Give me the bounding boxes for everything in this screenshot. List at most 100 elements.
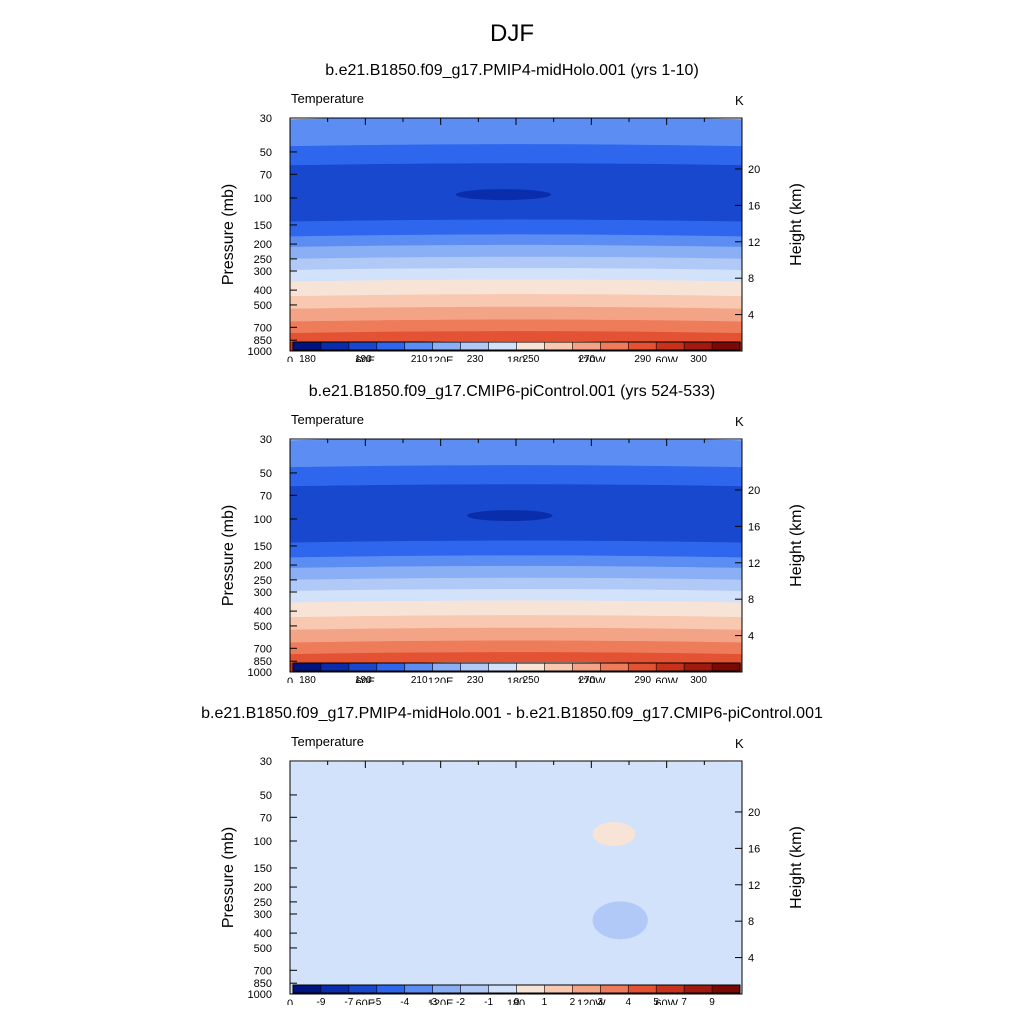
- colorbar-label: 180: [299, 675, 316, 683]
- panel-midholo: b.e21.B1850.f09_g17.PMIP4-midHolo.001 (y…: [0, 62, 1024, 362]
- y-tick-label: 400: [254, 928, 272, 940]
- colorbar-label: 270: [579, 354, 596, 362]
- colorbar-swatch: [348, 342, 378, 350]
- colorbar-swatch: [488, 985, 517, 993]
- colorbar-label: 2: [570, 997, 576, 1005]
- y-tick-label: 300: [254, 587, 272, 599]
- x-tick-label: 60E: [356, 355, 376, 362]
- y2-axis-label: Height (km): [788, 826, 805, 909]
- x-tick-label: 180: [507, 676, 525, 683]
- chart-svg-picontrol: 3050701001502002503004005007008501000Pre…: [220, 434, 805, 683]
- y2-tick-label: 20: [748, 164, 760, 176]
- colorbar-swatch: [516, 342, 545, 350]
- x-tick-label: 120W: [577, 676, 606, 683]
- colorbar-swatch: [320, 342, 350, 350]
- y-tick-label: 700: [254, 965, 272, 977]
- colorbar-swatch: [404, 342, 433, 350]
- panel-title: b.e21.B1850.f09_g17.PMIP4-midHolo.001 - …: [201, 705, 823, 722]
- colorbar-label: 230: [467, 354, 484, 362]
- colorbar-label: 210: [411, 354, 428, 362]
- y-tick-label: 150: [254, 863, 272, 875]
- colorbar-label: 210: [411, 675, 428, 683]
- x-tick-label: 0: [287, 355, 293, 362]
- colorbar-swatch: [348, 663, 378, 671]
- y-tick-label: 100: [254, 836, 272, 848]
- y-tick-label: 850: [254, 335, 272, 347]
- contour-band: [290, 652, 742, 665]
- colorbar-swatch: [572, 985, 601, 993]
- colorbar-label: 5: [653, 997, 659, 1005]
- contour-feature: [467, 510, 553, 522]
- y-tick-label: 100: [254, 193, 272, 205]
- colorbar-swatch: [460, 342, 489, 350]
- y-tick-label: 1000: [248, 667, 272, 679]
- contour-feature: [455, 189, 552, 201]
- y-tick-label: 70: [260, 169, 272, 181]
- colorbar-swatch: [684, 342, 713, 350]
- y-tick-label: 200: [254, 560, 272, 572]
- y-tick-label: 300: [254, 266, 272, 278]
- colorbar-swatch: [544, 342, 573, 350]
- colorbar-label: 0: [514, 997, 520, 1005]
- units-label: K: [735, 736, 744, 751]
- colorbar-swatch: [600, 342, 629, 350]
- colorbar-swatch: [684, 663, 713, 671]
- variable-label: Temperature: [291, 412, 364, 427]
- y-tick-label: 400: [254, 285, 272, 297]
- colorbar-swatch: [572, 342, 601, 350]
- plot-area: [290, 118, 742, 351]
- colorbar-swatch: [656, 985, 685, 993]
- units-label: K: [735, 414, 744, 429]
- y2-axis-label: Height (km): [788, 183, 805, 266]
- contour-band: [290, 465, 742, 488]
- colorbar-label: 300: [690, 675, 707, 683]
- colorbar-label: 190: [355, 354, 372, 362]
- x-tick-label: 120E: [428, 998, 454, 1005]
- colorbar-label: 7: [681, 997, 687, 1005]
- colorbar-label: -1: [484, 997, 493, 1005]
- y-tick-label: 1000: [248, 346, 272, 358]
- colorbar-swatch: [460, 663, 489, 671]
- colorbar-label: 250: [523, 675, 540, 683]
- colorbar-swatch: [712, 342, 741, 350]
- colorbar-swatch: [628, 342, 657, 350]
- x-tick-label: 120E: [428, 355, 454, 362]
- y-tick-label: 500: [254, 300, 272, 312]
- colorbar-swatch: [600, 663, 629, 671]
- contour-band: [290, 331, 742, 344]
- y-tick-label: 50: [260, 468, 272, 480]
- colorbar-label: 190: [355, 675, 372, 683]
- x-tick-label: 120E: [428, 676, 454, 683]
- y-tick-label: 200: [254, 882, 272, 894]
- y2-tick-label: 16: [748, 200, 760, 212]
- colorbar-swatch: [376, 663, 406, 671]
- colorbar-label: 290: [634, 354, 651, 362]
- chart-svg-midholo: 3050701001502002503004005007008501000Pre…: [220, 113, 805, 362]
- panel-difference: b.e21.B1850.f09_g17.PMIP4-midHolo.001 - …: [0, 705, 1024, 1005]
- y-tick-label: 200: [254, 239, 272, 251]
- colorbar-swatch: [544, 663, 573, 671]
- colorbar-swatch: [376, 342, 406, 350]
- y-tick-label: 50: [260, 790, 272, 802]
- y-tick-label: 70: [260, 812, 272, 824]
- y-axis-label: Pressure (mb): [220, 184, 237, 285]
- colorbar-swatch: [516, 985, 545, 993]
- colorbar-swatch: [656, 663, 685, 671]
- colorbar-swatch: [712, 985, 741, 993]
- colorbar-swatch: [293, 342, 322, 350]
- variable-label: Temperature: [291, 91, 364, 106]
- colorbar-swatch: [320, 663, 350, 671]
- y2-tick-label: 16: [748, 521, 760, 533]
- y-tick-label: 30: [260, 113, 272, 125]
- variable-label: Temperature: [291, 734, 364, 749]
- y2-tick-label: 4: [748, 631, 754, 643]
- colorbar-label: 180: [299, 354, 316, 362]
- y2-tick-label: 12: [748, 558, 760, 570]
- y-axis-label: Pressure (mb): [220, 827, 237, 928]
- colorbar-label: -9: [316, 997, 325, 1005]
- y2-tick-label: 8: [748, 916, 754, 928]
- colorbar-swatch: [432, 985, 461, 993]
- x-tick-label: 180: [507, 355, 525, 362]
- contour-band: [290, 144, 742, 167]
- y2-tick-label: 8: [748, 273, 754, 285]
